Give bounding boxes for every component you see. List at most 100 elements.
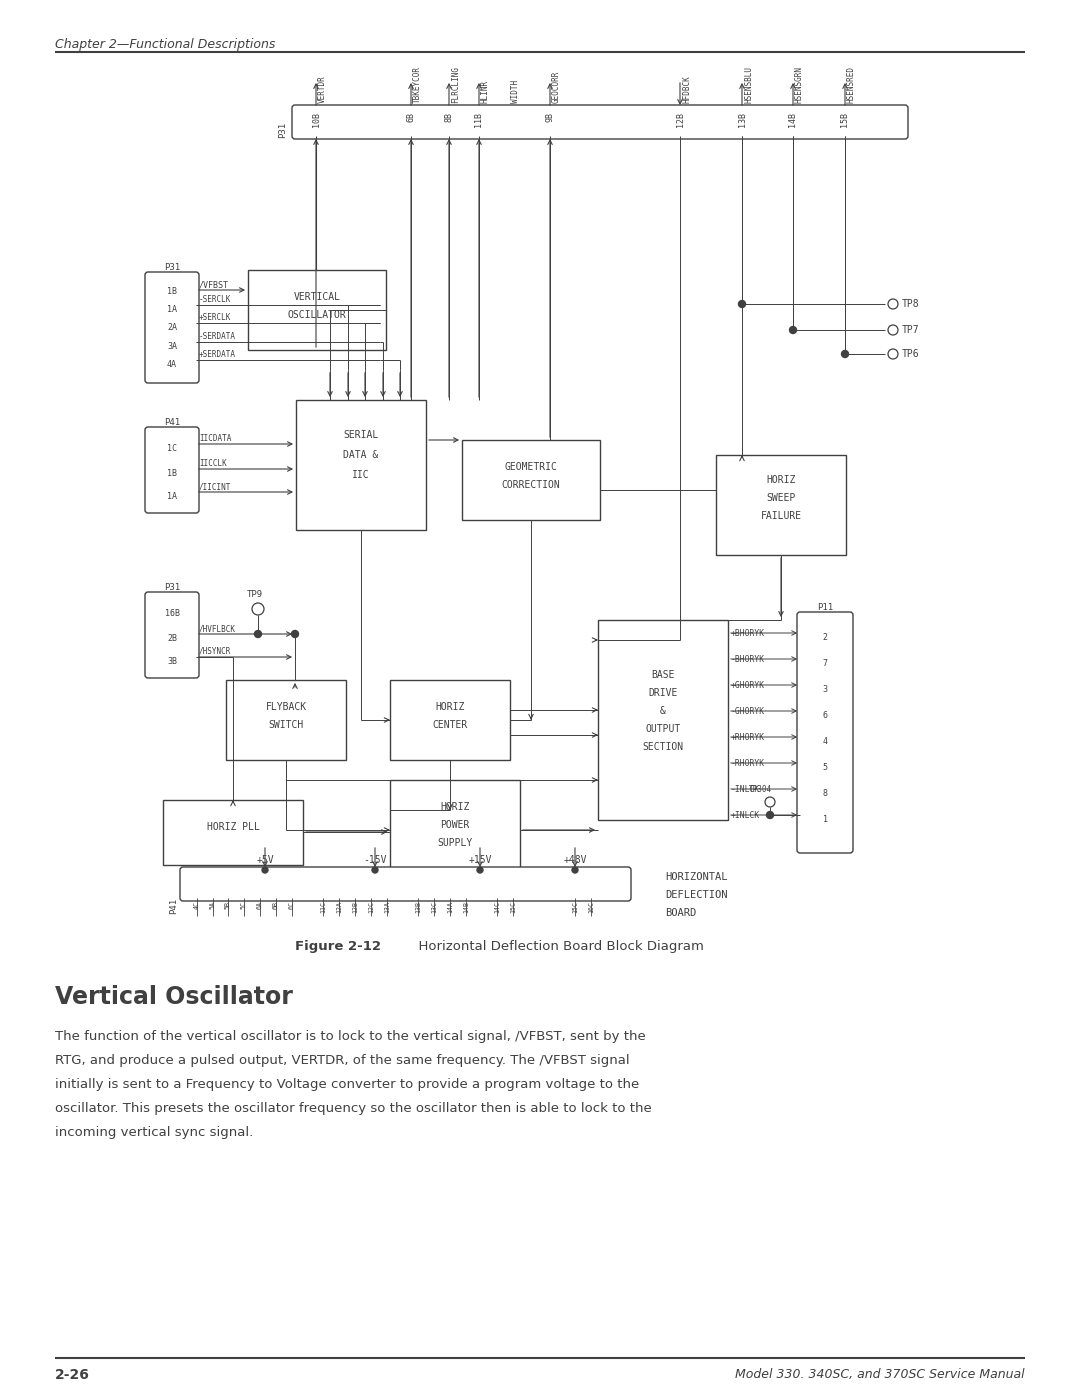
Text: CENTER: CENTER <box>432 719 468 731</box>
Text: P11: P11 <box>816 604 833 612</box>
Text: 14C: 14C <box>494 901 500 914</box>
Text: OUTPUT: OUTPUT <box>646 724 680 733</box>
Text: HSENSBLU: HSENSBLU <box>744 66 753 103</box>
Text: 4C: 4C <box>194 901 200 909</box>
FancyBboxPatch shape <box>145 427 199 513</box>
Text: /VFBST: /VFBST <box>199 279 229 289</box>
Text: SERIAL: SERIAL <box>343 430 379 440</box>
Circle shape <box>789 327 797 334</box>
Text: +GHORYK: +GHORYK <box>731 680 765 690</box>
Circle shape <box>255 630 261 637</box>
Text: FLRCLING: FLRCLING <box>451 66 460 103</box>
Text: 16C: 16C <box>588 901 594 914</box>
Text: 5: 5 <box>823 763 827 773</box>
Text: SWITCH: SWITCH <box>268 719 303 731</box>
Text: Figure 2-12: Figure 2-12 <box>295 940 381 953</box>
Text: BASE: BASE <box>651 671 675 680</box>
Text: 8: 8 <box>823 789 827 798</box>
Text: -SERDATA: -SERDATA <box>199 332 237 341</box>
Text: HORIZ: HORIZ <box>441 802 470 812</box>
Text: -INLCK: -INLCK <box>731 785 760 793</box>
Text: -BHORYK: -BHORYK <box>731 655 765 664</box>
Text: The function of the vertical oscillator is to lock to the vertical signal, /VFBS: The function of the vertical oscillator … <box>55 1030 646 1044</box>
Text: 11C: 11C <box>320 901 326 914</box>
Text: FAILURE: FAILURE <box>760 511 801 521</box>
Text: 5C: 5C <box>241 901 247 909</box>
Text: +SERCLK: +SERCLK <box>199 313 231 321</box>
Text: P31: P31 <box>164 263 180 272</box>
Text: +INLCK: +INLCK <box>731 810 760 820</box>
Circle shape <box>372 868 378 873</box>
Text: 2B: 2B <box>167 634 177 643</box>
Text: 13C: 13C <box>431 901 437 914</box>
Text: 14B: 14B <box>463 901 469 914</box>
Text: -GHORYK: -GHORYK <box>731 707 765 715</box>
Circle shape <box>252 604 264 615</box>
Text: TP9: TP9 <box>247 590 264 599</box>
Text: IIC: IIC <box>352 469 369 481</box>
Text: P31: P31 <box>278 122 287 138</box>
Bar <box>390 780 519 880</box>
Text: DRIVE: DRIVE <box>648 687 677 698</box>
Text: HORIZ: HORIZ <box>435 703 464 712</box>
Text: oscillator. This presets the oscillator frequency so the oscillator then is able: oscillator. This presets the oscillator … <box>55 1102 651 1115</box>
Text: VERTDR: VERTDR <box>318 75 327 103</box>
Circle shape <box>767 812 773 819</box>
Text: +SERDATA: +SERDATA <box>199 351 237 359</box>
Text: /HSYNCR: /HSYNCR <box>199 647 231 657</box>
Text: P31: P31 <box>164 583 180 592</box>
Text: 10B: 10B <box>311 112 321 127</box>
Text: 15B: 15B <box>840 112 850 127</box>
Circle shape <box>888 299 897 309</box>
Text: P41: P41 <box>164 418 180 427</box>
Text: 1B: 1B <box>167 469 177 478</box>
Text: 14B: 14B <box>788 112 797 127</box>
Text: 6B: 6B <box>406 112 416 122</box>
Text: DATA &: DATA & <box>343 450 379 460</box>
Text: 3B: 3B <box>167 657 177 666</box>
Text: POWER: POWER <box>441 820 470 830</box>
Text: VERTICAL: VERTICAL <box>294 292 340 302</box>
Bar <box>462 440 600 520</box>
Text: RTG, and produce a pulsed output, VERTDR, of the same frequency. The /VFBST sign: RTG, and produce a pulsed output, VERTDR… <box>55 1053 630 1067</box>
Text: BOARD: BOARD <box>665 908 697 918</box>
Bar <box>296 400 426 529</box>
Bar <box>390 680 510 760</box>
Text: 14A: 14A <box>447 901 453 914</box>
Circle shape <box>888 326 897 335</box>
Text: 1: 1 <box>823 814 827 824</box>
Text: 2-26: 2-26 <box>55 1368 90 1382</box>
Text: 13B: 13B <box>415 901 421 914</box>
Text: HORIZONTAL: HORIZONTAL <box>665 872 728 882</box>
Bar <box>163 800 303 865</box>
Text: WIDTH: WIDTH <box>511 80 519 103</box>
Text: 12C: 12C <box>368 901 374 914</box>
Circle shape <box>572 868 578 873</box>
Text: HLINR: HLINR <box>481 80 490 103</box>
Text: 4: 4 <box>823 738 827 746</box>
Text: 15C: 15C <box>510 901 516 914</box>
Text: +5V: +5V <box>256 855 274 865</box>
Circle shape <box>262 868 268 873</box>
Circle shape <box>765 798 775 807</box>
FancyBboxPatch shape <box>145 272 199 383</box>
Text: 7: 7 <box>823 659 827 668</box>
Bar <box>248 270 386 351</box>
Text: HORIZ: HORIZ <box>767 475 796 485</box>
Text: FLYBACK: FLYBACK <box>266 703 307 712</box>
Text: 2: 2 <box>823 633 827 643</box>
Text: Chapter 2—Functional Descriptions: Chapter 2—Functional Descriptions <box>55 38 275 52</box>
Text: HSENSRED: HSENSRED <box>847 66 856 103</box>
Text: -15V: -15V <box>363 855 387 865</box>
Text: Model 330. 340SC, and 370SC Service Manual: Model 330. 340SC, and 370SC Service Manu… <box>735 1368 1025 1382</box>
Bar <box>226 680 346 760</box>
Text: -RHORYK: -RHORYK <box>731 759 765 767</box>
Text: 3: 3 <box>823 685 827 694</box>
Text: 5B: 5B <box>225 901 231 909</box>
Text: 12B: 12B <box>352 901 357 914</box>
Text: SWEEP: SWEEP <box>767 493 796 503</box>
Text: 4A: 4A <box>167 360 177 369</box>
Text: 6C: 6C <box>289 901 295 909</box>
FancyBboxPatch shape <box>180 868 631 901</box>
Circle shape <box>739 300 745 307</box>
